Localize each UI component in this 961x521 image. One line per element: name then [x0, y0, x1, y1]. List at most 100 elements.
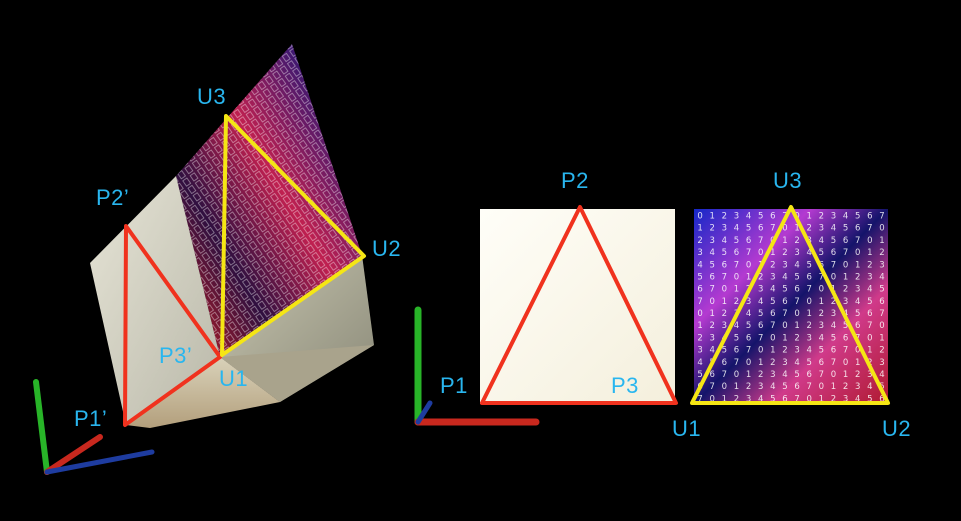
texture-digit: 2: [722, 212, 727, 222]
texture-digit: 0: [806, 297, 811, 307]
texture-digit: 3: [819, 224, 824, 234]
texture-digit: 4: [819, 236, 824, 246]
texture-digit: 6: [794, 382, 799, 392]
texture-digit: 3: [709, 333, 714, 343]
texture-digit: 1: [709, 309, 714, 319]
texture-digit: 6: [758, 224, 763, 234]
texture-digit: 2: [855, 272, 860, 282]
texture-digit: 0: [855, 248, 860, 258]
texture-digit: 2: [806, 321, 811, 331]
texture-digit: 6: [782, 297, 787, 307]
label-u2-left: U2: [372, 236, 402, 261]
texture-digit: 5: [879, 285, 884, 295]
texture-digit: 3: [831, 212, 836, 222]
texture-digit: 0: [843, 358, 848, 368]
texture-digit: 3: [722, 321, 727, 331]
texture-digit: 0: [855, 346, 860, 356]
texture-digit: 5: [709, 260, 714, 270]
texture-digit: 2: [758, 370, 763, 380]
texture-digit: 4: [758, 297, 763, 307]
texture-digit: 4: [855, 394, 860, 404]
texture-digit: 6: [746, 236, 751, 246]
texture-digit: 6: [806, 272, 811, 282]
texture-digit: 1: [697, 321, 702, 331]
texture-digit: 0: [782, 321, 787, 331]
texture-digit: 3: [734, 212, 739, 222]
texture-digit: 5: [806, 260, 811, 270]
texture-digit: 7: [746, 248, 751, 258]
texture-digit: 6: [855, 321, 860, 331]
texture-digit: 4: [734, 224, 739, 234]
texture-digit: 7: [794, 297, 799, 307]
texture-digit: 6: [746, 333, 751, 343]
texture-digit: 6: [843, 333, 848, 343]
texture-digit: 0: [782, 224, 787, 234]
texture-digit: 3: [697, 248, 702, 258]
texture-digit: 5: [867, 394, 872, 404]
texture-digit: 7: [758, 333, 763, 343]
texture-digit: 4: [722, 236, 727, 246]
cube-front-face: [220, 345, 374, 402]
texture-digit: 2: [819, 212, 824, 222]
xyz-axes-gizmo-icon: [414, 306, 540, 426]
texture-digit: 7: [879, 212, 884, 222]
texture-digit: 0: [734, 370, 739, 380]
texture-digit: 3: [867, 370, 872, 380]
texture-digit: 2: [782, 346, 787, 356]
texture-digit: 5: [782, 285, 787, 295]
texture-digit: 4: [867, 285, 872, 295]
texture-digit: 3: [758, 382, 763, 392]
texture-digit: 7: [843, 248, 848, 258]
texture-digit: 4: [770, 285, 775, 295]
texture-digit: 1: [867, 248, 872, 258]
label-p1: P1: [440, 373, 468, 398]
texture-digit: 7: [722, 272, 727, 282]
texture-digit: 7: [794, 394, 799, 404]
texture-digit: 0: [758, 346, 763, 356]
position-triangle-3d: [123, 224, 222, 427]
texture-digit: 7: [709, 382, 714, 392]
texture-digit: 1: [843, 272, 848, 282]
texture-digit: 7: [867, 321, 872, 331]
cube-bottom-face: [126, 357, 280, 428]
texture-digit: 1: [746, 370, 751, 380]
texture-digit: 3: [867, 272, 872, 282]
texture-digit: 6: [782, 394, 787, 404]
texture-digit: 5: [782, 382, 787, 392]
texture-digit: 6: [734, 248, 739, 258]
texture-digit: 5: [819, 248, 824, 258]
texture-digit: 4: [855, 297, 860, 307]
texture-digit: 1: [806, 212, 811, 222]
texture-digit: 2: [867, 260, 872, 270]
texture-digit: 3: [843, 394, 848, 404]
texture-digit: 2: [734, 297, 739, 307]
texture-digit: 1: [758, 358, 763, 368]
texture-digit: 3: [794, 346, 799, 356]
texture-digit: 2: [855, 370, 860, 380]
texture-digit: 3: [879, 358, 884, 368]
texture-digit: 3: [746, 394, 751, 404]
texture-digit: 6: [709, 370, 714, 380]
texture-digit: 1: [782, 236, 787, 246]
texture-digit: 3: [855, 285, 860, 295]
texture-digit: 0: [697, 309, 702, 319]
texture-digit: 7: [722, 370, 727, 380]
texture-digit: 2: [746, 382, 751, 392]
texture-digit: 3: [843, 297, 848, 307]
texture-digit: 4: [794, 358, 799, 368]
texture-digit: 1: [879, 236, 884, 246]
texture-digit: 1: [722, 297, 727, 307]
texture-digit: 3: [746, 297, 751, 307]
texture-digit: 7: [758, 236, 763, 246]
texture-digit: 5: [758, 212, 763, 222]
texture-digit: 5: [746, 224, 751, 234]
texture-digit: 0: [758, 248, 763, 258]
texture-digit: 2: [770, 260, 775, 270]
texture-digit: 6: [734, 346, 739, 356]
texture-digit: 4: [806, 346, 811, 356]
texture-digit: 4: [806, 248, 811, 258]
texture-digit: 6: [770, 212, 775, 222]
texture-digit: 0: [746, 260, 751, 270]
texture-digit: 6: [722, 358, 727, 368]
